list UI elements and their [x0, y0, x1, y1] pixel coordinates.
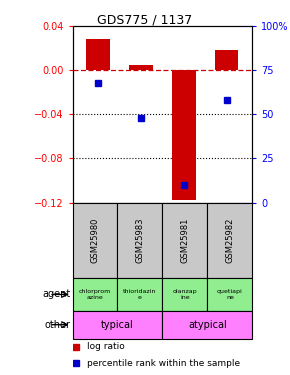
Text: typical: typical	[101, 320, 134, 330]
Text: other: other	[45, 320, 71, 330]
Text: GSM25983: GSM25983	[135, 217, 144, 263]
Text: GDS775 / 1137: GDS775 / 1137	[97, 13, 193, 26]
Text: percentile rank within the sample: percentile rank within the sample	[87, 358, 240, 368]
Text: GSM25981: GSM25981	[180, 217, 189, 263]
Bar	[72, 311, 162, 339]
Bar	[72, 278, 117, 311]
Bar	[162, 278, 207, 311]
Text: thioridazin
e: thioridazin e	[123, 289, 157, 300]
Bar	[172, 70, 195, 200]
Text: GSM25982: GSM25982	[225, 217, 234, 263]
Text: GSM25980: GSM25980	[90, 217, 99, 263]
Bar	[215, 51, 238, 70]
Text: atypical: atypical	[188, 320, 227, 330]
Bar	[117, 202, 162, 278]
Text: agent: agent	[42, 290, 71, 300]
Bar	[86, 39, 110, 70]
Text: chlorprom
azine: chlorprom azine	[79, 289, 111, 300]
Bar	[129, 65, 153, 70]
Text: log ratio: log ratio	[87, 342, 125, 351]
Bar	[162, 311, 252, 339]
Bar	[162, 202, 207, 278]
Bar	[207, 278, 252, 311]
Bar	[72, 202, 117, 278]
Text: olanzap
ine: olanzap ine	[173, 289, 197, 300]
Bar	[207, 202, 252, 278]
Text: quetiapi
ne: quetiapi ne	[217, 289, 243, 300]
Bar	[117, 278, 162, 311]
